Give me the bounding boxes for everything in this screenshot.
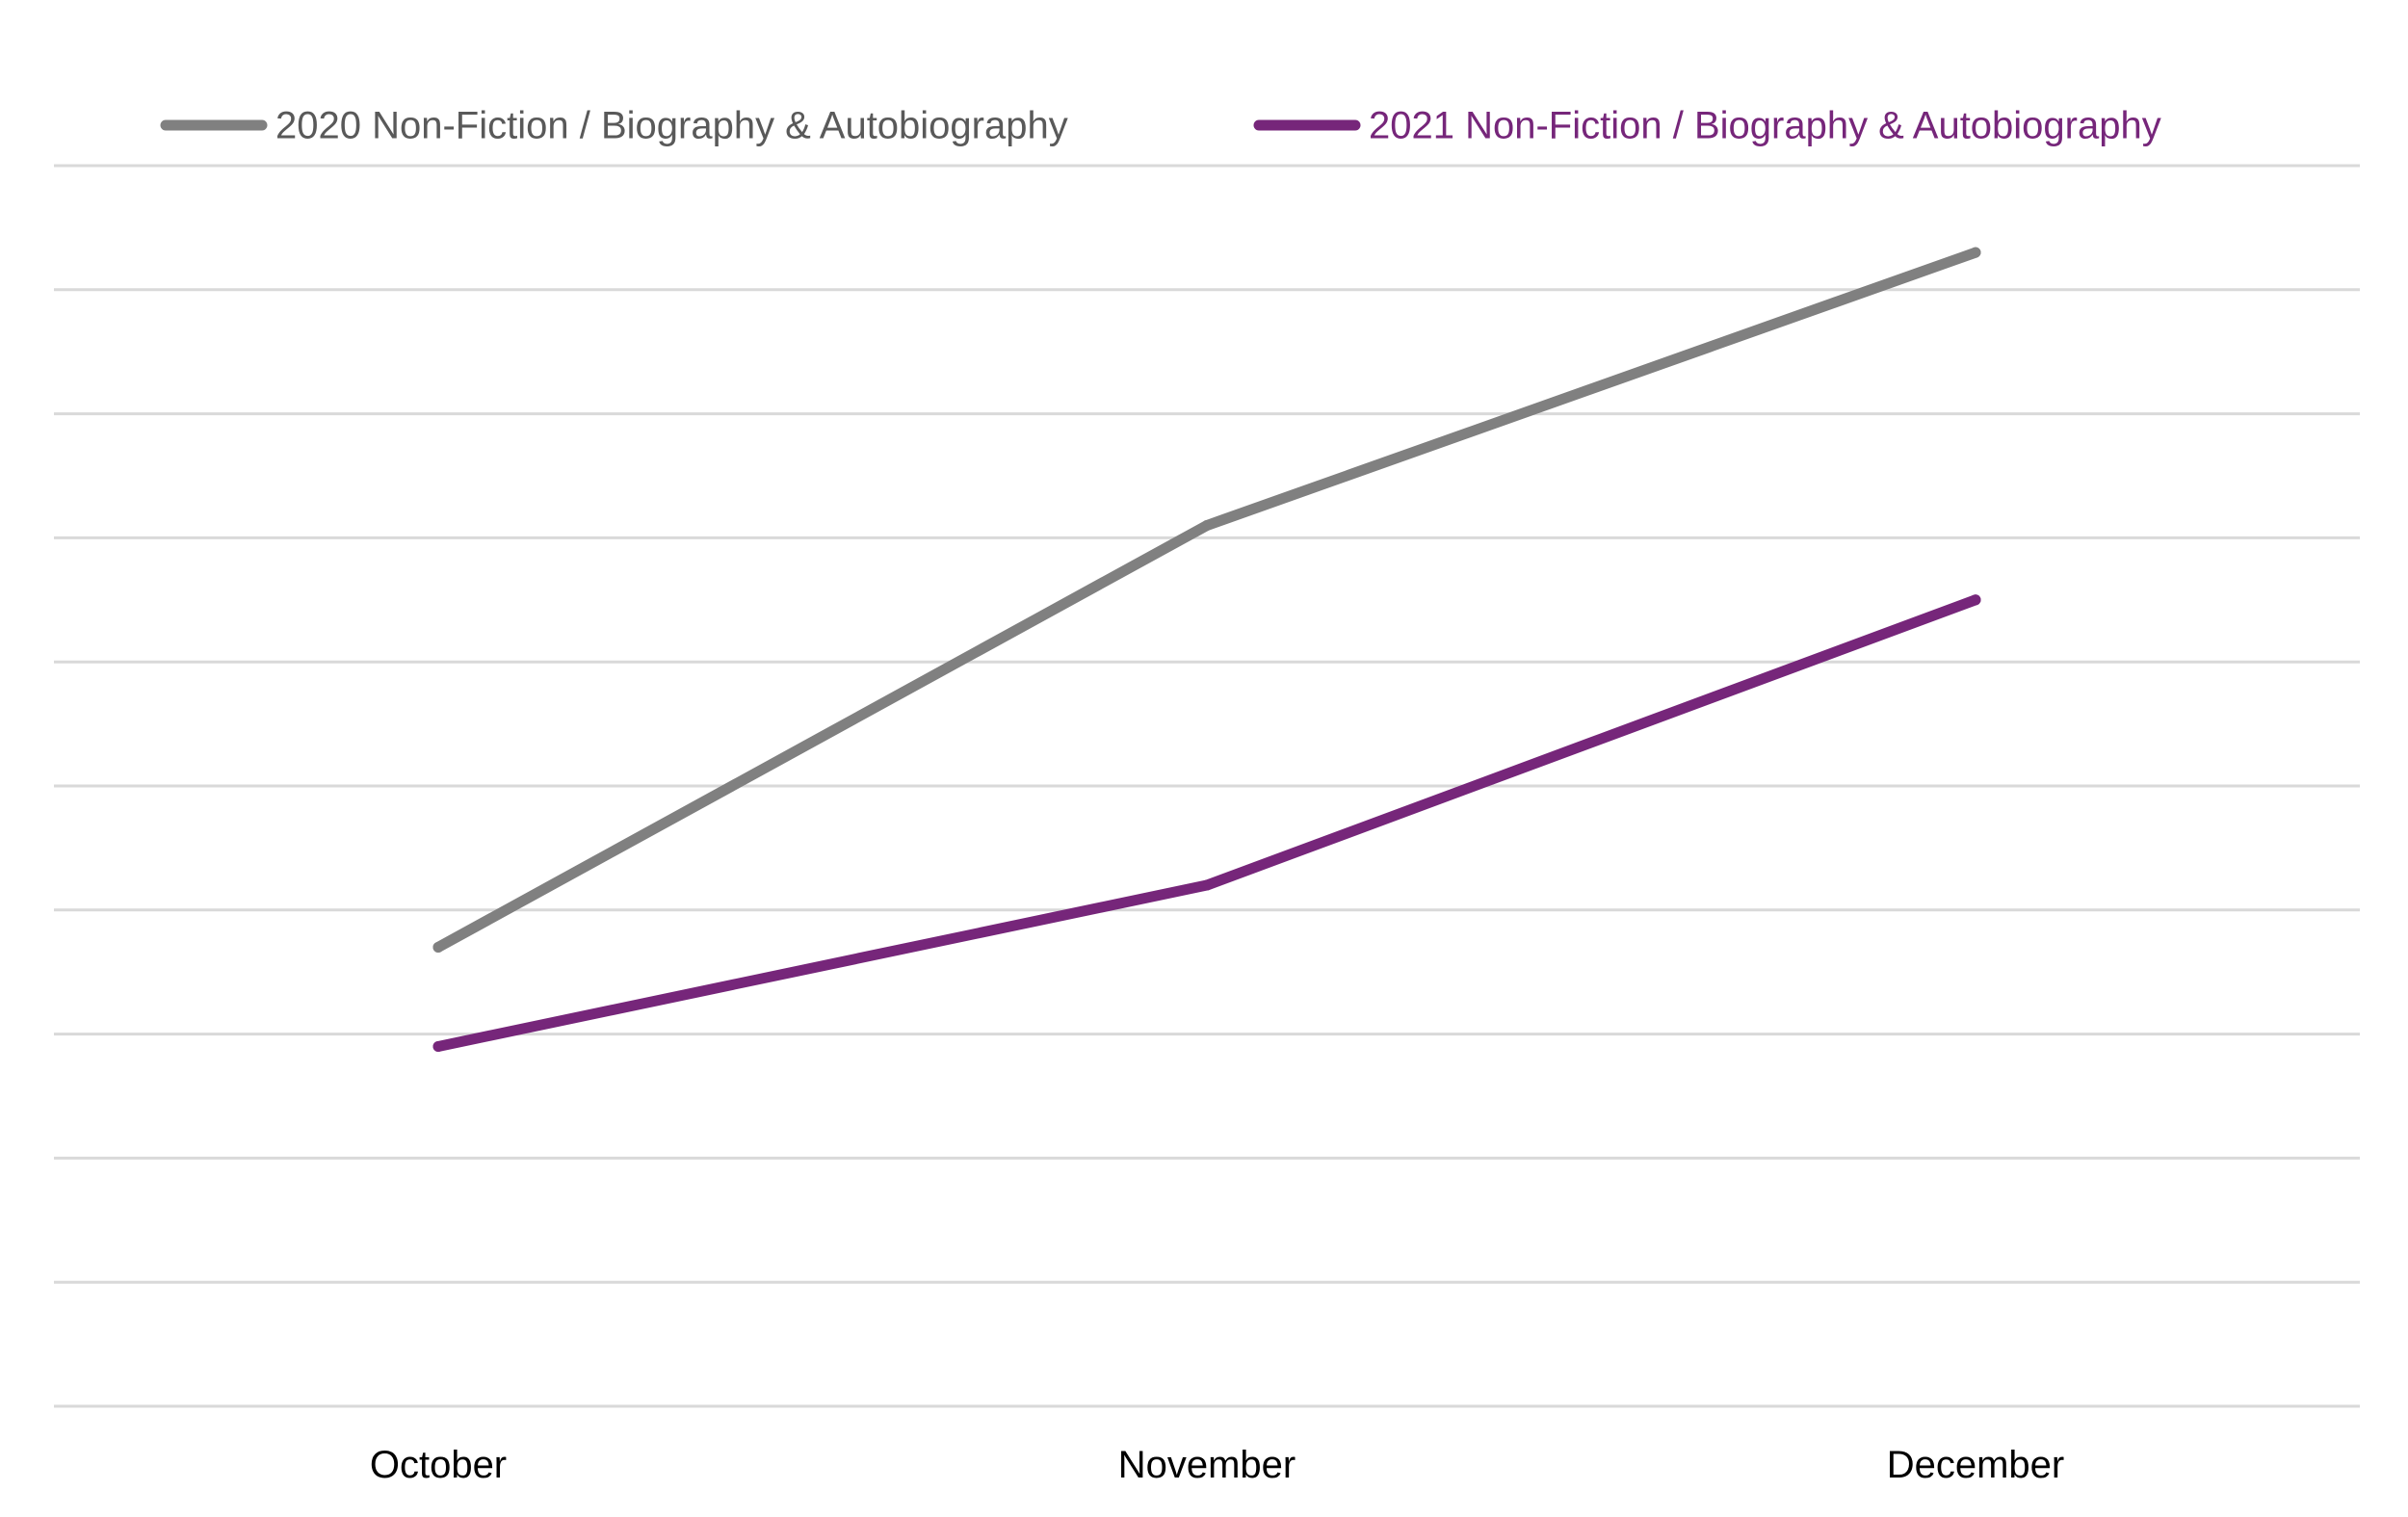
gridlines	[54, 164, 2360, 1408]
legend-label-2021: 2021 Non-Fiction / Biography & Autobiogr…	[1369, 105, 2161, 147]
x-tick-label: October	[370, 1444, 507, 1486]
data-point	[432, 941, 444, 953]
data-point	[1970, 247, 1981, 258]
legend-item-2020: 2020 Non-Fiction / Biography & Autobiogr…	[160, 105, 1068, 147]
data-point	[1201, 520, 1213, 532]
x-axis-ticks: October November December	[370, 1444, 2064, 1486]
legend: 2020 Non-Fiction / Biography & Autobiogr…	[160, 105, 2161, 147]
data-point	[1970, 594, 1981, 606]
series-lines	[432, 247, 1981, 1052]
data-point	[432, 1040, 444, 1052]
legend-label-2020: 2020 Non-Fiction / Biography & Autobiogr…	[275, 105, 1068, 147]
x-tick-label: November	[1118, 1444, 1296, 1486]
data-point	[1201, 879, 1213, 891]
x-tick-label: December	[1887, 1444, 2065, 1486]
series-line-0	[432, 247, 1981, 953]
legend-item-2021: 2021 Non-Fiction / Biography & Autobiogr…	[1253, 105, 2161, 147]
